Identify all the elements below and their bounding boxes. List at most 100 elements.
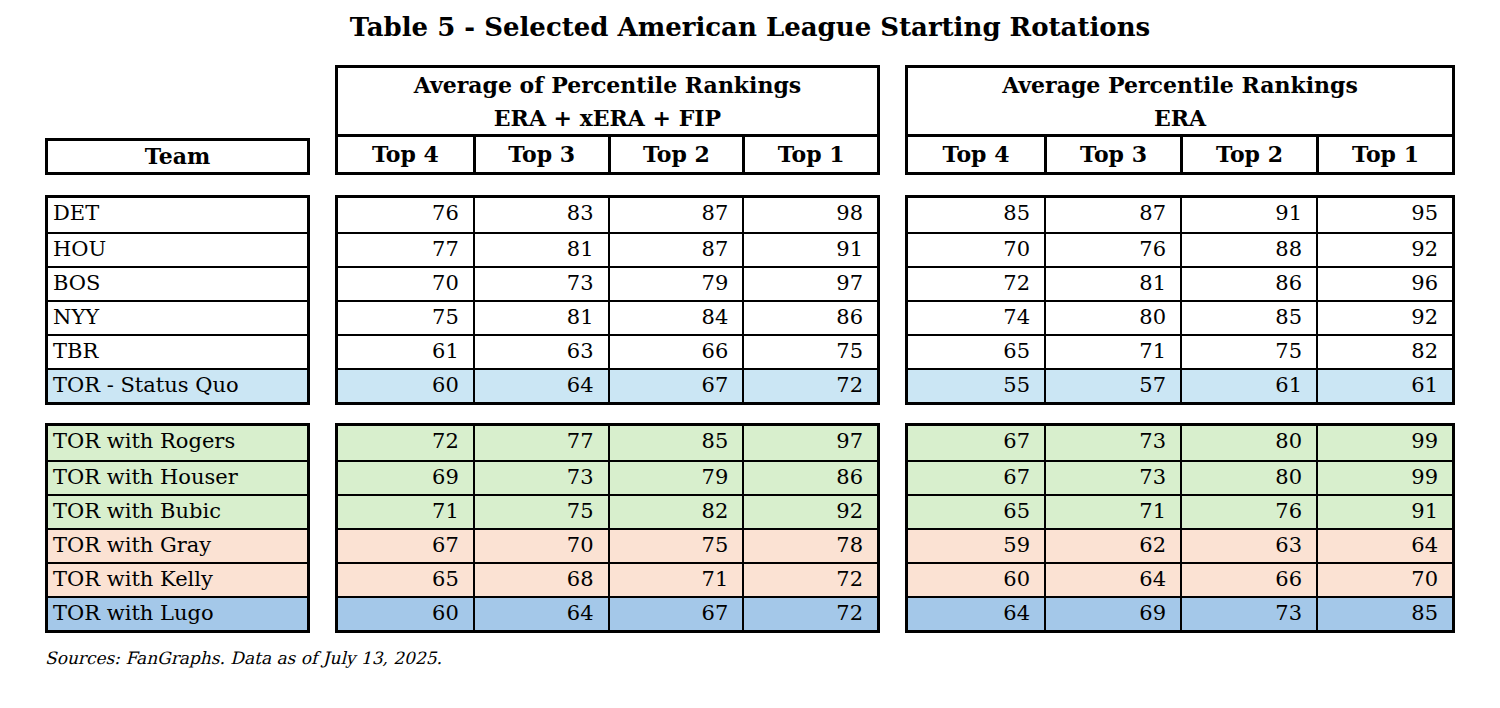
value-cell: 60 [338,598,473,630]
team-cell: TOR with Lugo [48,598,307,630]
right-values-block-1: 8587919570768892728186967480859265717582… [905,195,1455,405]
value-cell: 91 [1316,496,1452,528]
table-row: 75818486 [338,300,877,334]
value-cell: 74 [908,302,1044,334]
table-row: 55576161 [908,368,1452,402]
table-row: HOU [48,232,307,266]
table-row: 61636675 [338,334,877,368]
right-values-block-2: 6773809967738099657176915962636460646670… [905,423,1455,633]
column-header-top2: Top 2 [1180,137,1316,172]
left-group-title-line1: Average of Percentile Rankings [338,69,877,102]
value-cell: 84 [608,302,743,334]
value-cell: 70 [908,234,1044,266]
value-cell: 61 [1180,370,1316,402]
table-row: TOR with Kelly [48,562,307,596]
value-cell: 81 [473,234,608,266]
value-cell: 73 [1044,462,1180,494]
value-cell: 71 [608,564,743,596]
value-cell: 85 [1180,302,1316,334]
team-cell: TOR with Bubic [48,496,307,528]
value-cell: 75 [338,302,473,334]
value-cell: 71 [1044,496,1180,528]
table-row: TOR with Lugo [48,596,307,630]
value-cell: 73 [1044,426,1180,460]
value-cell: 63 [473,336,608,368]
value-cell: 75 [473,496,608,528]
value-cell: 64 [473,370,608,402]
left-values-block-2: 7277859769737986717582926770757865687172… [335,423,880,633]
value-cell: 85 [908,198,1044,232]
team-cell: TOR with Houser [48,462,307,494]
left-group-column-headers: Top 4 Top 3 Top 2 Top 1 [338,137,877,172]
table-row: 77818791 [338,232,877,266]
left-group-title-line2: ERA + xERA + FIP [338,102,877,135]
team-cell: DET [48,198,307,232]
table-row: NYY [48,300,307,334]
value-cell: 75 [1180,336,1316,368]
value-cell: 70 [1316,564,1452,596]
value-cell: 87 [608,234,743,266]
value-cell: 63 [1180,530,1316,562]
right-group-title-line1: Average Percentile Rankings [908,69,1452,102]
value-cell: 65 [338,564,473,596]
right-group-title: Average Percentile Rankings ERA [908,68,1452,137]
value-cell: 60 [338,370,473,402]
value-cell: 73 [473,462,608,494]
column-header-top3: Top 3 [1044,137,1180,172]
table-row: 60646772 [338,368,877,402]
table-row: BOS [48,266,307,300]
value-cell: 61 [338,336,473,368]
column-header-top2: Top 2 [608,137,743,172]
value-cell: 59 [908,530,1044,562]
value-cell: 64 [1316,530,1452,562]
value-cell: 65 [908,336,1044,368]
table-row: 60646670 [908,562,1452,596]
value-cell: 86 [742,302,877,334]
value-cell: 71 [338,496,473,528]
value-cell: 67 [908,426,1044,460]
team-column-block-2: TOR with RogersTOR with HouserTOR with B… [45,423,310,633]
table-row: 67707578 [338,528,877,562]
column-header-top1: Top 1 [742,137,877,172]
value-cell: 73 [1180,598,1316,630]
value-cell: 95 [1316,198,1452,232]
value-cell: 82 [1316,336,1452,368]
value-cell: 69 [338,462,473,494]
value-cell: 72 [742,564,877,596]
value-cell: 79 [608,462,743,494]
value-cell: 77 [338,234,473,266]
value-cell: 70 [473,530,608,562]
value-cell: 83 [473,198,608,232]
table-row: 59626364 [908,528,1452,562]
column-header-top4: Top 4 [338,137,473,172]
value-cell: 60 [908,564,1044,596]
value-cell: 62 [1044,530,1180,562]
value-cell: 64 [908,598,1044,630]
value-cell: 67 [608,598,743,630]
value-cell: 72 [742,598,877,630]
table-row: 85879195 [908,198,1452,232]
source-note: Sources: FanGraphs. Data as of July 13, … [45,648,442,668]
value-cell: 66 [608,336,743,368]
value-cell: 57 [1044,370,1180,402]
value-cell: 88 [1180,234,1316,266]
value-cell: 80 [1180,426,1316,460]
value-cell: 86 [742,462,877,494]
value-cell: 98 [742,198,877,232]
table-row: 72778597 [338,426,877,460]
value-cell: 91 [742,234,877,266]
table-row: 65717582 [908,334,1452,368]
value-cell: 75 [742,336,877,368]
value-cell: 71 [1044,336,1180,368]
table-row: 67738099 [908,460,1452,494]
value-cell: 76 [1044,234,1180,266]
team-cell: NYY [48,302,307,334]
value-cell: 68 [473,564,608,596]
table-row: 69737986 [338,460,877,494]
value-cell: 80 [1180,462,1316,494]
value-cell: 72 [742,370,877,402]
team-cell: TOR with Rogers [48,426,307,460]
right-group-column-headers: Top 4 Top 3 Top 2 Top 1 [908,137,1452,172]
value-cell: 72 [338,426,473,460]
table-row: 70768892 [908,232,1452,266]
